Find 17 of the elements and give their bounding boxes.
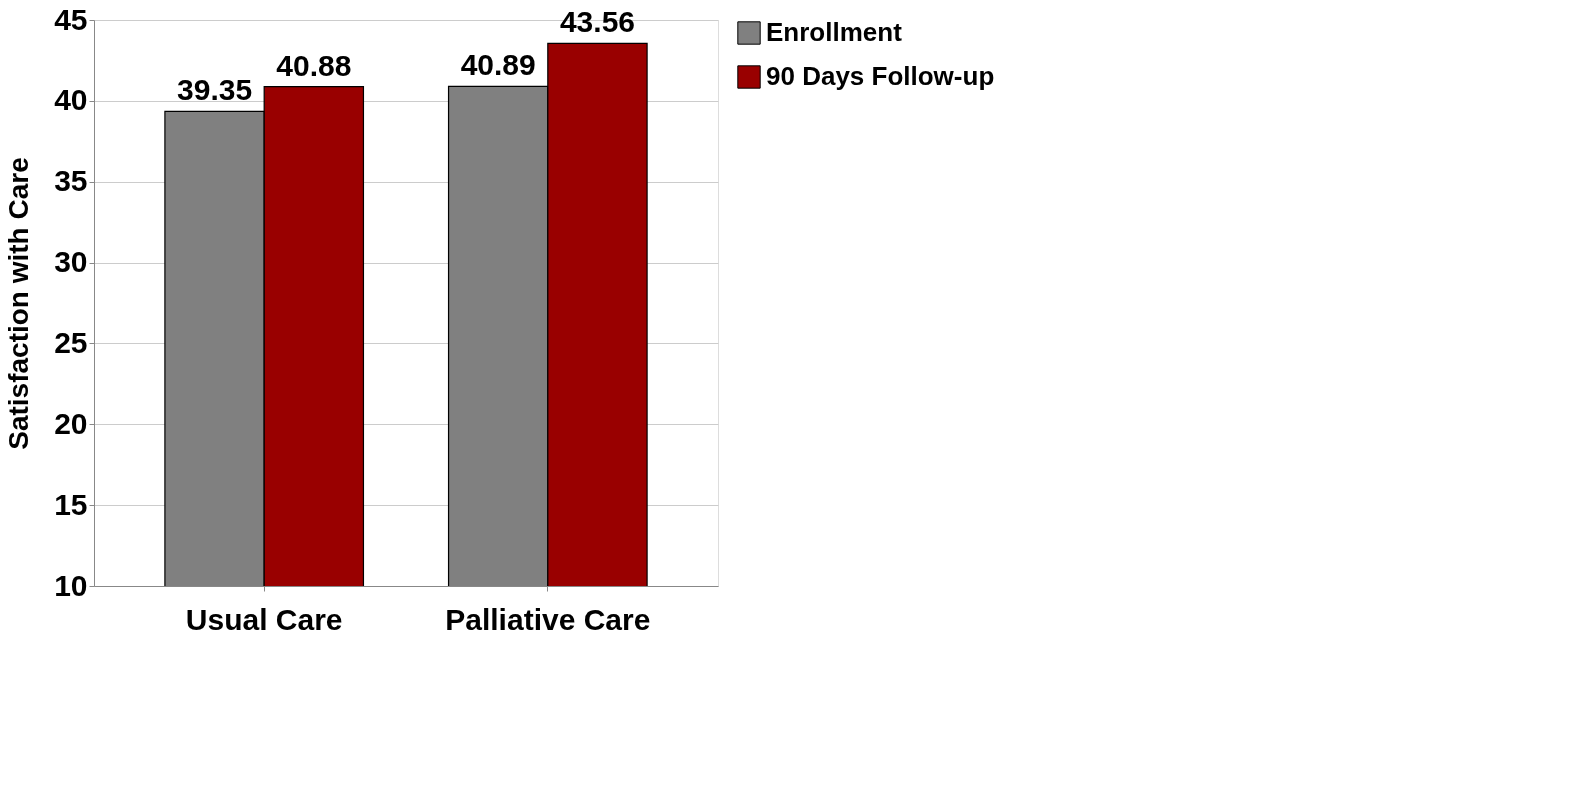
y-tick-label: 40: [54, 83, 88, 117]
legend-label: Enrollment: [766, 17, 903, 47]
x-tick-label: Palliative Care: [445, 602, 651, 636]
data-label: 40.89: [460, 48, 536, 82]
x-tick-label: Usual Care: [185, 602, 343, 636]
legend-label: 90 Days Follow-up: [766, 61, 995, 91]
y-tick-label: 20: [54, 406, 88, 440]
y-tick-label: 45: [54, 2, 88, 36]
y-tick-label: 35: [54, 164, 88, 198]
y-tick-label: 25: [54, 325, 88, 359]
data-label: 40.88: [276, 48, 352, 82]
y-tick-label: 30: [54, 245, 88, 279]
data-label: 43.56: [559, 5, 635, 39]
y-tick-label: 10: [54, 568, 88, 602]
data-label: 39.35: [177, 73, 253, 107]
y-tick-label: 15: [54, 487, 88, 521]
y-axis-title: Satisfaction with Care: [3, 157, 35, 450]
